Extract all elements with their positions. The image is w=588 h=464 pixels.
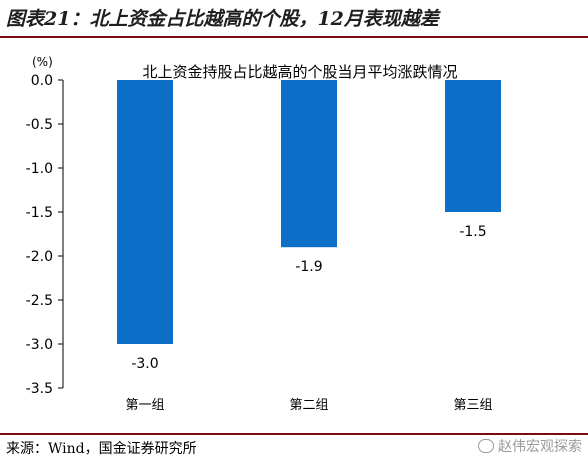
- y-tick-label: -1.0: [26, 161, 53, 177]
- figure-title: 图表21：北上资金占比越高的个股，12月表现越差: [6, 8, 439, 30]
- unit-label: (%): [32, 55, 53, 69]
- y-tick-label: -1.5: [26, 205, 53, 221]
- watermark-text: 赵伟宏观探索: [498, 439, 582, 455]
- y-tick-label: -2.5: [26, 293, 53, 309]
- bar-2: [281, 80, 337, 248]
- x-tick-label: 第一组: [125, 398, 164, 413]
- y-tick-label: 0.0: [31, 73, 53, 89]
- y-tick-label: -0.5: [26, 117, 53, 133]
- y-tick-label: -2.0: [26, 249, 53, 265]
- source-note: 来源：Wind，国金证券研究所: [6, 441, 197, 457]
- y-tick-label: -3.5: [26, 381, 53, 397]
- data-label: -1.5: [459, 224, 486, 240]
- bar-1: [117, 80, 173, 344]
- bottom-rule: [0, 433, 588, 435]
- watermark: 赵伟宏观探索: [478, 436, 582, 456]
- data-label: -1.9: [295, 259, 322, 275]
- x-axis: 第一组 第二组 第三组: [125, 398, 492, 413]
- data-label: -3.0: [131, 356, 158, 372]
- bars: -3.0 -1.9 -1.5: [117, 80, 501, 372]
- x-tick-label: 第二组: [289, 398, 328, 413]
- top-rule: [0, 36, 588, 38]
- bar-3: [445, 80, 501, 212]
- bar-chart: (%) 北上资金持股占比越高的个股当月平均涨跌情况 0.0 -0.5 -1.0 -1.…: [26, 55, 501, 413]
- y-tick-label: -3.0: [26, 337, 53, 353]
- y-axis: 0.0 -0.5 -1.0 -1.5 -2.0 -2.5 -3.0 -3.5: [26, 73, 64, 397]
- wechat-icon: [478, 439, 494, 453]
- x-tick-label: 第三组: [453, 398, 492, 413]
- chart-title: 北上资金持股占比越高的个股当月平均涨跌情况: [142, 63, 457, 81]
